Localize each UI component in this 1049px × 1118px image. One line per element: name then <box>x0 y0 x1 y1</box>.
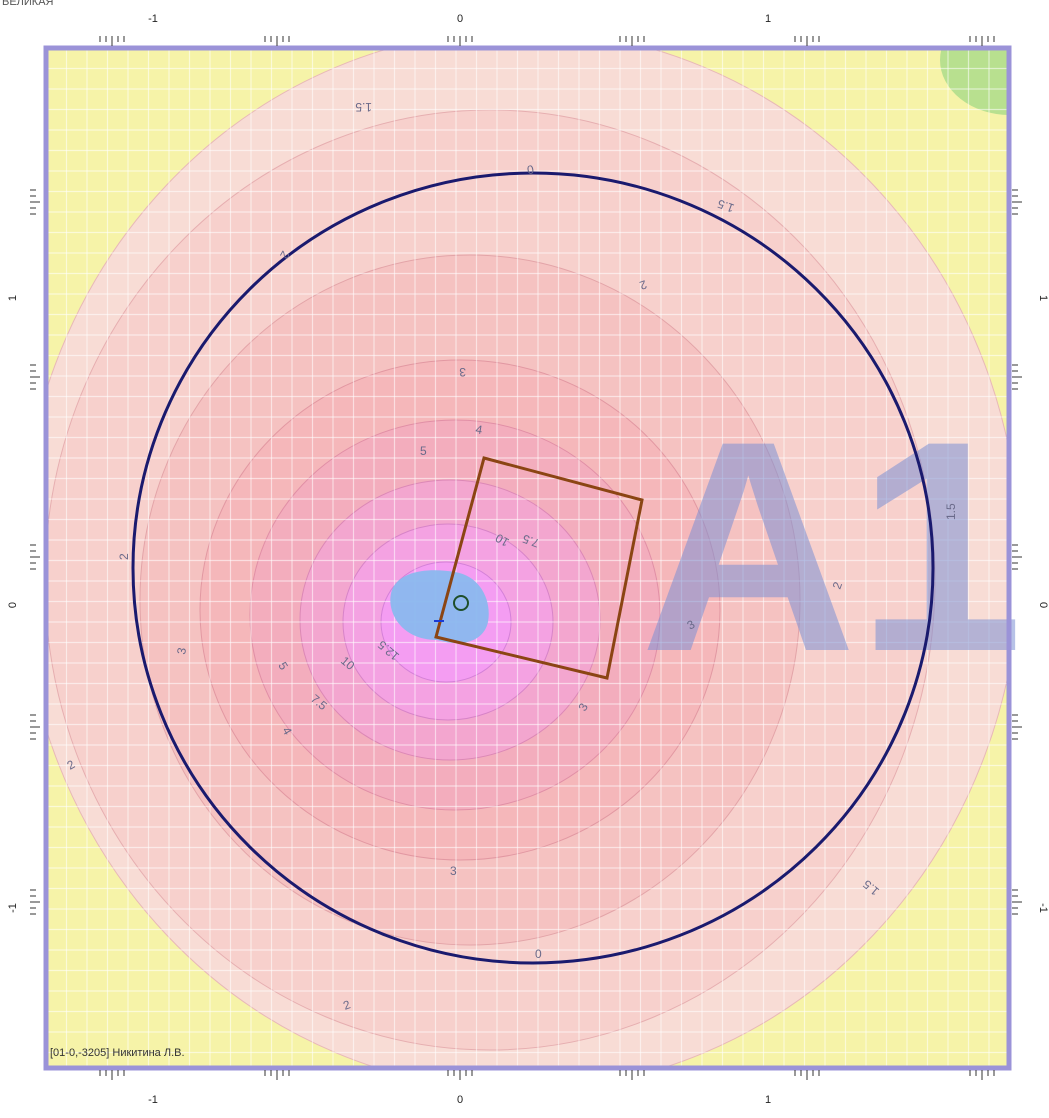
axis-bottom-tick-label: 1 <box>765 1094 771 1106</box>
contour-value-label: 7.5 <box>520 531 541 550</box>
corner-title: ВЕЛИКАЯ <box>2 0 54 8</box>
map-frame <box>43 45 1012 1071</box>
contour-value-label: 4 <box>474 422 483 437</box>
contour-value-label: 1.5 <box>715 196 736 215</box>
contour-value-label: 2 <box>637 277 648 293</box>
axis-labels: -1 0 1-1 0 110-110-1 <box>7 13 1049 1106</box>
axis-right-tick-label: -1 <box>1037 903 1049 913</box>
contour-value-label: 0 <box>526 162 535 177</box>
contour-value-label: 10 <box>493 531 512 550</box>
contour-value-label: 3 <box>174 646 189 655</box>
axis-top-tick-label: 0 <box>457 13 463 25</box>
zone-green <box>940 48 1009 115</box>
contour-value-label: 0 <box>535 947 542 961</box>
axis-right-tick-label: 0 <box>1037 602 1049 608</box>
contour-value-label: 2 <box>341 997 352 1013</box>
contour-value-label: 2 <box>117 553 131 560</box>
axis-right-tick-label: 1 <box>1037 295 1049 301</box>
axis-left-tick-label: 1 <box>7 295 19 301</box>
contour-value-label: 3 <box>450 864 457 878</box>
contour-value-label: 5 <box>420 444 427 458</box>
sanitary-zone-circle <box>131 171 935 965</box>
contour-value-label: 1.5 <box>355 100 372 114</box>
coordinate-grid <box>46 48 1009 1068</box>
axis-top-tick-label: -1 <box>148 13 158 25</box>
axis-bottom-tick-label: 0 <box>457 1094 463 1106</box>
contour-value-label: 3 <box>459 365 466 379</box>
axis-bottom-tick-label: -1 <box>148 1094 158 1106</box>
contour-value-label: 2 <box>830 580 846 591</box>
emission-source-area <box>390 570 489 644</box>
axis-top-tick-label: 1 <box>765 13 771 25</box>
axis-ticks <box>30 36 1022 1080</box>
industrial-site-boundary <box>434 456 644 680</box>
axis-left-tick-label: 0 <box>7 602 19 608</box>
source-marker <box>453 595 469 611</box>
map-footer-label: [01-0,-3205] Никитина Л.В. <box>50 1047 185 1059</box>
axis-left-tick-label: -1 <box>7 903 19 913</box>
contour-value-label: 1.5 <box>944 503 958 520</box>
watermark-label: A1 <box>640 378 1024 714</box>
